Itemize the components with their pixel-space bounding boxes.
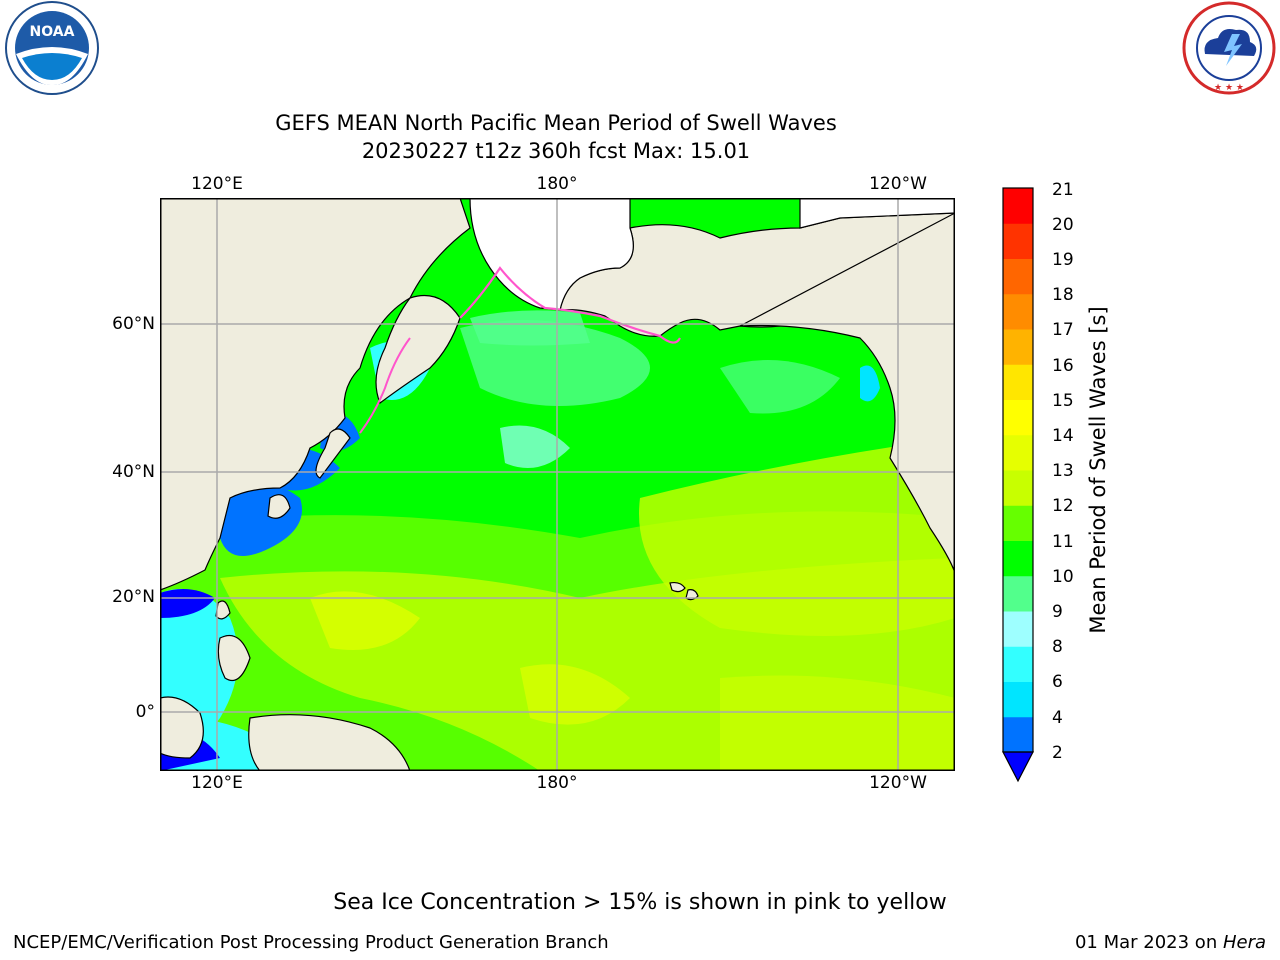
sea-ice-edge [459,266,681,344]
colorbar-band-16-17 [1003,329,1033,365]
svg-text:★ ★ ★: ★ ★ ★ [1214,83,1244,93]
lat-label-20n: 20°N [112,587,155,607]
cbar-tick-21: 21 [1052,180,1074,200]
colorbar-extend-min [1002,751,1034,783]
lat-label-0: 0° [135,702,155,722]
footer-credit: NCEP/EMC/Verification Post Processing Pr… [13,932,609,953]
colorbar-band-15-16 [1003,364,1033,400]
noaa-logo: NOAA [5,1,99,95]
colorbar-band-4-6 [1003,681,1033,718]
colorbar-band-6-8 [1003,646,1033,682]
cbar-tick-8: 8 [1052,637,1063,657]
figure-title: GEFS MEAN North Pacific Mean Period of S… [275,111,837,135]
colorbar-band-19-20 [1003,223,1033,259]
colorbar-band-14-15 [1003,399,1033,436]
lon-label-top-120w: 120°W [869,174,927,194]
lon-label-bottom-180: 180° [536,773,578,793]
graticule [160,198,955,771]
colorbar-bands [1003,188,1033,753]
lat-label-40n: 40°N [112,462,155,482]
cbar-tick-2: 2 [1052,743,1063,763]
colorbar-band-11-12 [1003,505,1033,541]
colorbar-band-17-18 [1003,293,1033,330]
cbar-tick-6: 6 [1052,672,1063,692]
cbar-tick-15: 15 [1052,391,1074,411]
land [160,198,955,771]
colorbar-label: Mean Period of Swell Waves [s] [1086,306,1110,634]
colorbar-band-2-4 [1003,716,1033,753]
colorbar [1002,187,1034,783]
cbar-tick-12: 12 [1052,496,1074,516]
footer-host: Hera [1222,932,1266,953]
noaa-logo-text: NOAA [30,24,75,40]
swell-period-map [160,198,955,771]
map-frame [160,198,955,771]
lat-label-60n: 60°N [112,314,155,334]
cbar-tick-14: 14 [1052,426,1074,446]
cbar-tick-11: 11 [1052,532,1074,552]
colorbar-band-8-9 [1003,611,1033,647]
cbar-tick-20: 20 [1052,215,1074,235]
footer-date: 01 Mar 2023 on Hera [1075,932,1266,953]
lon-label-bottom-120e: 120°E [191,773,243,793]
lon-label-bottom-120w: 120°W [869,773,927,793]
colorbar-band-13-14 [1003,434,1033,471]
figure-subtitle: 20230227 t12z 360h fcst Max: 15.01 [361,139,751,163]
footer-date-text: 01 Mar 2023 on [1074,932,1223,953]
colorbar-frame [1002,187,1034,753]
cbar-tick-18: 18 [1052,285,1074,305]
cbar-tick-16: 16 [1052,356,1074,376]
cbar-tick-19: 19 [1052,250,1074,270]
colorbar-band-20-21 [1003,188,1033,224]
colorbar-band-9-10 [1003,575,1033,612]
sea-ice-note: Sea Ice Concentration > 15% is shown in … [333,890,947,915]
colorbar-band-12-13 [1003,470,1033,506]
lon-label-top-180: 180° [536,174,578,194]
cbar-tick-9: 9 [1052,602,1063,622]
nws-logo: ★ ★ ★ [1182,1,1276,95]
cbar-tick-10: 10 [1052,567,1074,587]
cbar-tick-4: 4 [1052,708,1063,728]
cbar-tick-13: 13 [1052,461,1074,481]
lon-label-top-120e: 120°E [191,174,243,194]
colorbar-band-10-11 [1003,540,1033,577]
colorbar-band-18-19 [1003,258,1033,295]
cbar-tick-17: 17 [1052,320,1074,340]
